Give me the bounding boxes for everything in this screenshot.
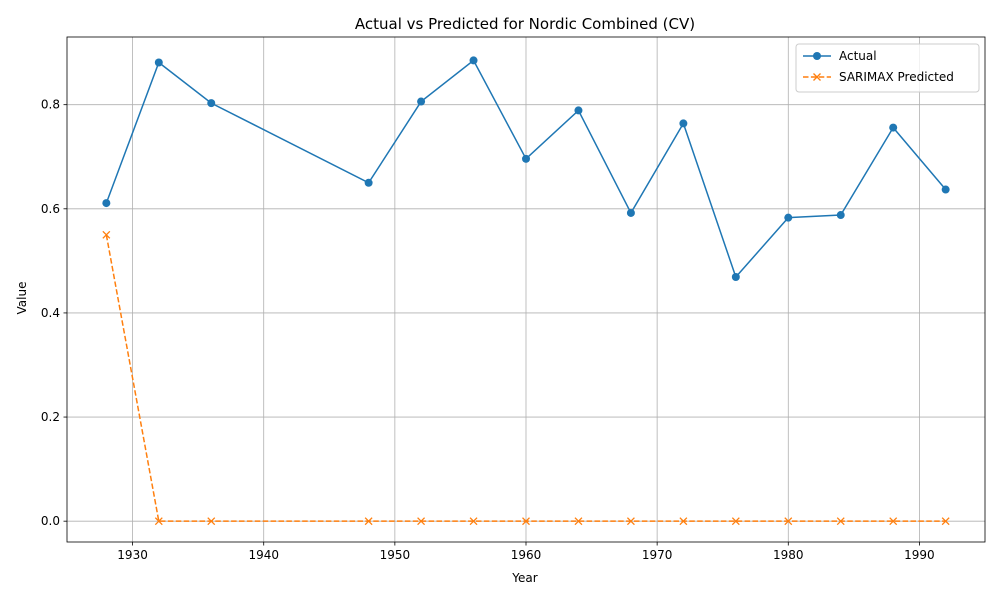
y-tick-label: 0.2 [41, 410, 60, 424]
x-tick-label: 1980 [773, 548, 804, 562]
legend-1-point [813, 73, 821, 81]
y-tick-label: 0.8 [41, 98, 60, 112]
series-1-point [102, 230, 111, 239]
legend-0-point [813, 52, 821, 60]
series-0-point [364, 178, 373, 187]
ticks: 1930 1940 1950 1960 1970 1980 1990 0.0 0.2 0.4 0.6… [41, 98, 935, 562]
x-tick-label: 1950 [380, 548, 411, 562]
legend-label: Actual [839, 49, 877, 63]
series-0-point [836, 211, 845, 220]
y-tick-label: 0.4 [41, 306, 60, 320]
series-0-point [154, 58, 163, 67]
series-0-point [731, 273, 740, 282]
series-0-point [889, 123, 898, 132]
series-1-point [154, 517, 163, 526]
x-tick-label: 1960 [511, 548, 542, 562]
series-1-point [364, 517, 373, 526]
series-1-point [889, 517, 898, 526]
series-1-point [626, 517, 635, 526]
series-0-point [626, 208, 635, 217]
y-tick-label: 0.0 [41, 514, 60, 528]
series-1-line [105, 234, 946, 522]
series-0-point [207, 99, 216, 108]
series-1-point [836, 517, 845, 526]
x-tick-label: 1970 [642, 548, 673, 562]
series-1-point [469, 517, 478, 526]
series-0-point [522, 154, 530, 163]
x-tick-label: 1940 [248, 548, 279, 562]
series-layer [102, 56, 950, 526]
legend-label: SARIMAX Predicted [839, 70, 954, 84]
y-tick-label: 0.6 [41, 202, 60, 216]
series-1-point [679, 517, 688, 526]
series-0-point [784, 213, 793, 222]
series-1-point [574, 517, 583, 526]
x-tick-label: 1990 [904, 548, 935, 562]
series-1-point [522, 517, 530, 526]
chart-title: Actual vs Predicted for Nordic Combined … [355, 15, 695, 33]
series-1-point [207, 517, 216, 526]
series-0-point [679, 119, 688, 128]
legend-box [795, 43, 980, 93]
series-0-point [574, 106, 583, 115]
series-0-point [102, 199, 111, 208]
legend: Actual SARIMAX Predicted [795, 43, 980, 93]
series-0-point [941, 185, 950, 194]
series-0-point [469, 56, 478, 65]
series-0-point [417, 97, 426, 106]
y-axis-label: Value [15, 282, 29, 315]
x-axis-label: Year [511, 571, 537, 585]
series-1-point [941, 517, 950, 526]
x-tick-label: 1930 [117, 548, 148, 562]
series-1-point [731, 517, 740, 526]
series-1-point [417, 517, 426, 526]
series-1-point [784, 517, 793, 526]
